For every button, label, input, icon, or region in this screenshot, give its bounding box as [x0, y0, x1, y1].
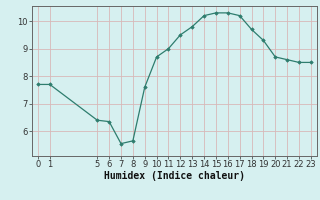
- X-axis label: Humidex (Indice chaleur): Humidex (Indice chaleur): [104, 171, 245, 181]
